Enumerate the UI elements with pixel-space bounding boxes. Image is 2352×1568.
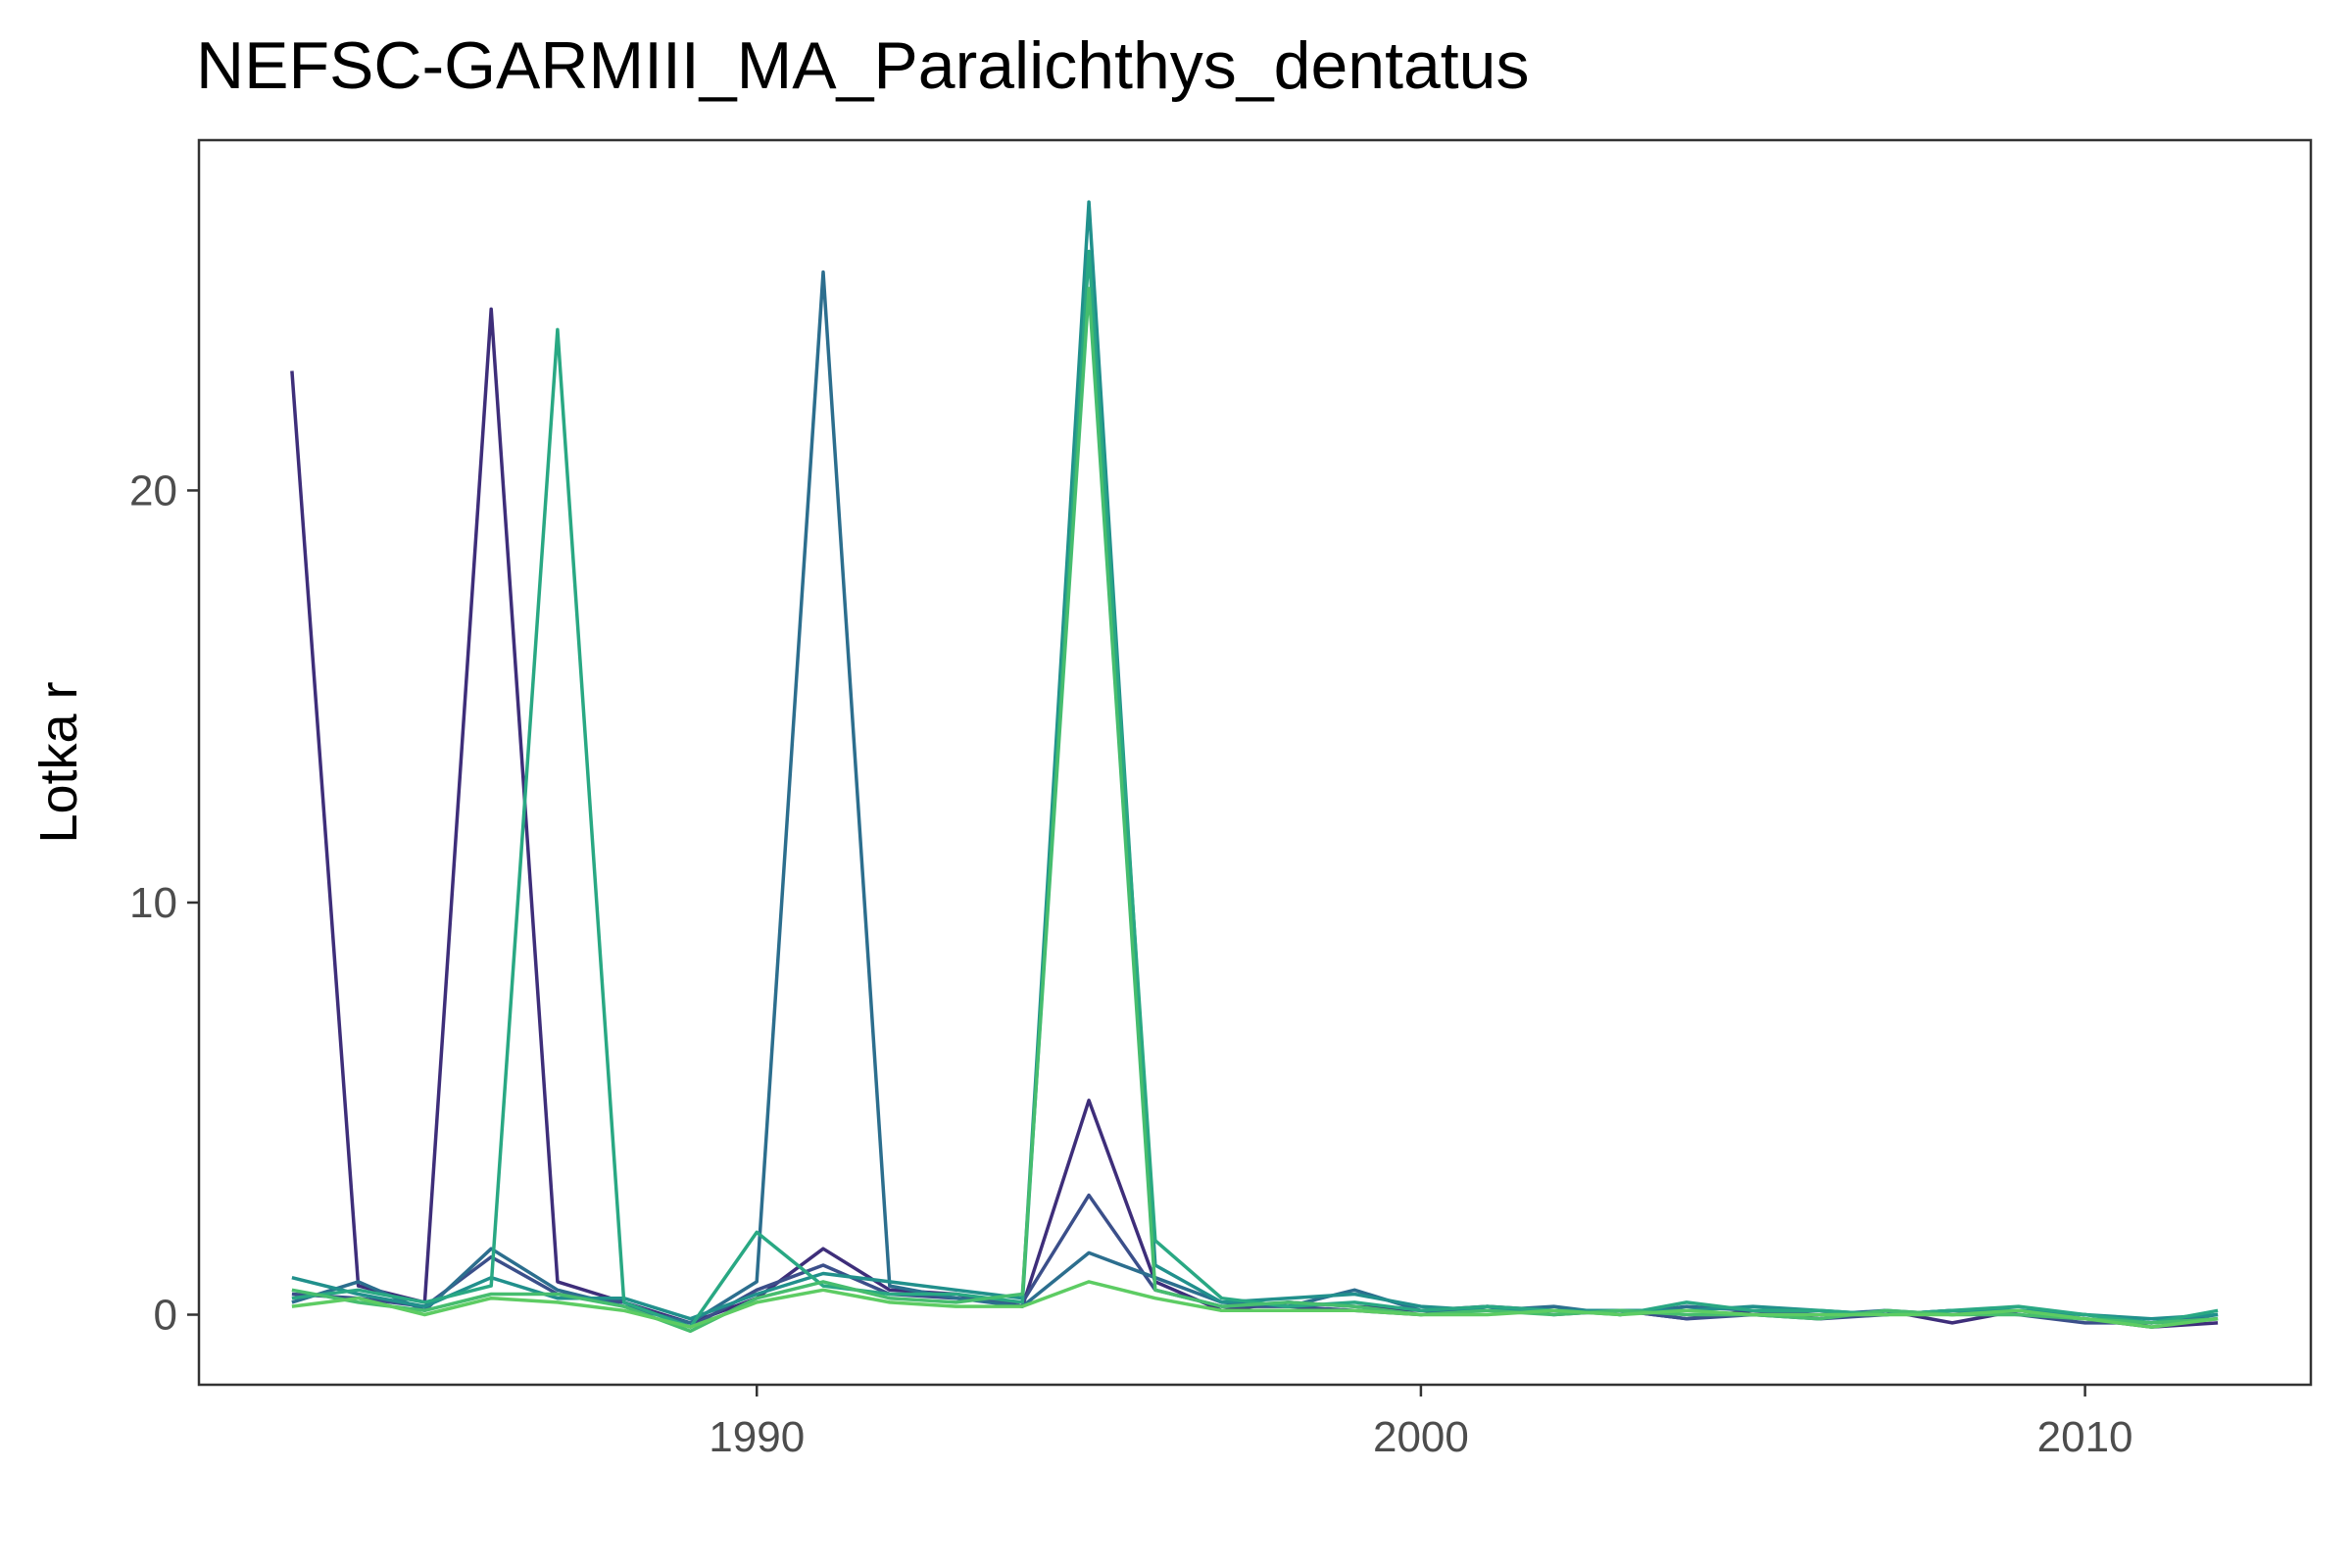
x-tick-label: 2010 <box>2037 1413 2133 1461</box>
series-line-2 <box>291 1193 2219 1329</box>
y-tick-label: 20 <box>129 466 177 514</box>
series-layer <box>290 200 2219 1334</box>
x-tick-label: 1990 <box>709 1413 805 1461</box>
series-line-7 <box>291 1280 2219 1329</box>
series-line-1 <box>290 307 2219 1329</box>
series-line-3 <box>291 270 2219 1325</box>
series-line-6 <box>291 286 2219 1334</box>
x-tick-label: 2000 <box>1373 1413 1469 1461</box>
y-axis: 0 10 20 <box>129 466 199 1340</box>
y-axis-title: Lotka r <box>29 681 88 843</box>
chart-title: NEFSC-GARMIII_MA_Paralichthys_dentatus <box>196 28 1530 103</box>
y-tick-label: 10 <box>129 879 177 927</box>
plot-panel-border <box>197 138 2313 1387</box>
x-axis: 1990 2000 2010 <box>709 1385 2133 1461</box>
y-tick-label: 0 <box>154 1292 177 1340</box>
series-line-4 <box>291 200 2219 1321</box>
series-line-5 <box>291 249 2219 1329</box>
